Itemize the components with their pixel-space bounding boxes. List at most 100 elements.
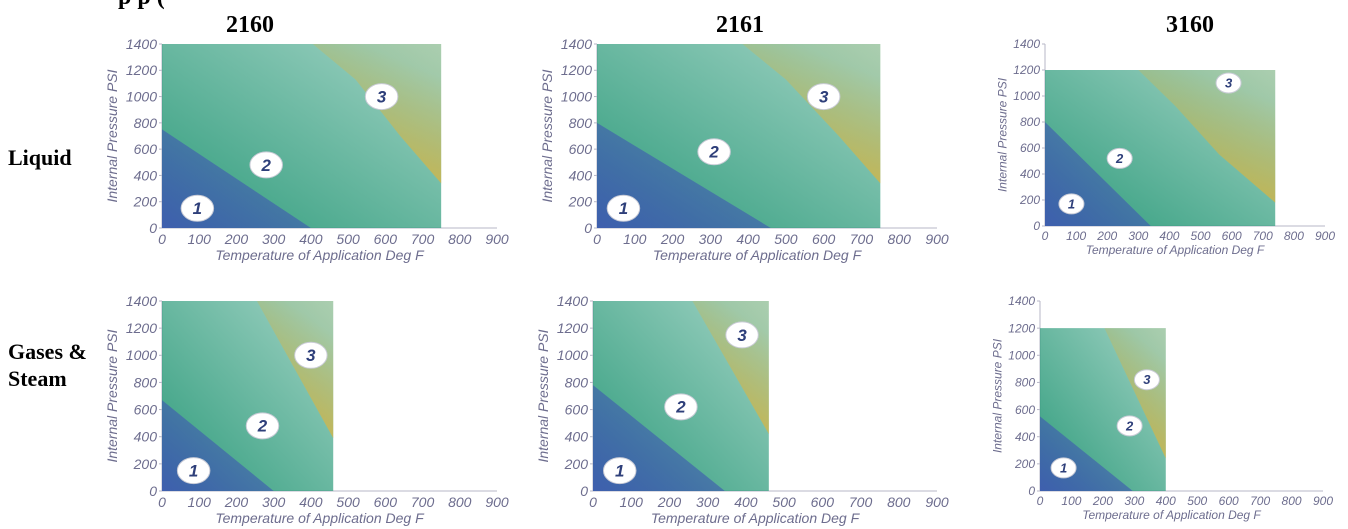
zone-1-badge [1050, 457, 1077, 479]
y-axis-label: Internal Pressure PSI [991, 338, 1005, 453]
zone-1-badge [606, 194, 641, 222]
chart-2161-liquid: 0 100 200 300 400 500 600 700 800 900 0 200 400 600 80… [539, 36, 949, 263]
x-tick-label: 0 [158, 231, 166, 247]
x-tick-label: 500 [336, 231, 360, 247]
page-title-fragment: p p ( [118, 0, 165, 11]
x-tick-label: 0 [593, 231, 601, 247]
y-tick-label: 0 [584, 220, 592, 236]
y-tick-label: 0 [149, 220, 157, 236]
x-tick-label: 100 [1061, 494, 1081, 508]
y-tick-label: 200 [1014, 457, 1035, 471]
y-tick-label: 200 [1019, 193, 1040, 207]
zone-3-badge-label: 3 [1143, 372, 1151, 387]
zone-2-badge [1106, 147, 1133, 169]
y-tick-label: 1400 [126, 293, 157, 309]
x-axis-label: Temperature of Application Deg F [215, 247, 425, 263]
x-tick-label: 600 [811, 494, 835, 510]
x-tick-label: 200 [660, 231, 685, 247]
y-tick-label: 800 [134, 115, 158, 131]
y-tick-label: 1000 [557, 347, 588, 363]
zone-1-badge-label: 1 [189, 461, 198, 480]
y-tick-label: 600 [565, 401, 589, 417]
y-tick-label: 1000 [1013, 89, 1040, 103]
zone-2-badge-label: 2 [1115, 151, 1124, 166]
y-tick-label: 400 [1015, 430, 1035, 444]
x-tick-label: 700 [411, 231, 435, 247]
y-tick-label: 600 [1015, 403, 1035, 417]
x-axis-label: Temperature of Application Deg F [215, 510, 425, 526]
y-tick-label: 1400 [561, 36, 592, 52]
y-tick-label: 600 [134, 141, 158, 157]
x-tick-label: 700 [411, 494, 435, 510]
x-tick-label: 900 [485, 494, 509, 510]
y-tick-label: 1200 [557, 320, 588, 336]
y-tick-label: 1200 [561, 62, 592, 78]
x-tick-label: 700 [850, 231, 874, 247]
x-tick-label: 800 [887, 494, 911, 510]
zone-3-badge [364, 83, 399, 111]
x-tick-label: 300 [262, 231, 286, 247]
x-tick-label: 200 [224, 494, 249, 510]
x-tick-label: 700 [1253, 229, 1273, 243]
y-tick-label: 0 [1033, 219, 1040, 233]
zone-2-badge [245, 412, 280, 440]
chart-2160-gases-steam: 0 100 200 300 400 500 600 700 800 900 0 200 400 600 80… [104, 293, 509, 526]
x-tick-label: 500 [336, 494, 360, 510]
zone-1-badge [176, 457, 211, 485]
x-axis-label: Temperature of Application Deg F [1082, 508, 1261, 522]
zone-2-badge [1116, 415, 1143, 437]
y-tick-label: 800 [1020, 115, 1040, 129]
x-tick-label: 100 [1066, 229, 1086, 243]
y-tick-label: 1200 [1013, 63, 1040, 77]
zone-2-badge-label: 2 [257, 417, 268, 436]
y-tick-label: 1400 [126, 36, 157, 52]
x-tick-label: 300 [699, 231, 723, 247]
row-label-gases-steam: Gases & Steam [8, 339, 87, 391]
y-tick-label: 600 [134, 401, 158, 417]
chart-3160-gases-steam: 0 100 200 300 400 500 600 700 800 900 0 200 400 600 80… [991, 294, 1334, 522]
y-tick-label: 400 [134, 167, 158, 183]
x-tick-label: 600 [374, 231, 398, 247]
x-tick-label: 300 [262, 494, 286, 510]
x-tick-label: 800 [448, 494, 472, 510]
x-tick-label: 900 [1313, 494, 1333, 508]
y-tick-label: 1200 [1008, 321, 1035, 335]
x-tick-label: 100 [623, 231, 647, 247]
chart-2160-liquid: 0 100 200 300 400 500 600 700 800 900 0 200 400 600 80… [104, 36, 509, 263]
column-title-3160: 3160 [1166, 12, 1214, 38]
y-tick-label: 400 [569, 167, 593, 183]
zone-3-area [312, 44, 442, 184]
x-tick-label: 100 [188, 494, 212, 510]
y-axis-label: Internal Pressure PSI [535, 329, 551, 462]
y-tick-label: 1200 [126, 320, 157, 336]
zone-3-badge [1215, 72, 1242, 94]
y-axis-label: Internal Pressure PSI [996, 77, 1010, 192]
x-tick-label: 200 [1096, 229, 1117, 243]
y-tick-label: 600 [1020, 141, 1040, 155]
zone-3-area [1138, 70, 1276, 203]
y-tick-label: 800 [565, 374, 589, 390]
x-tick-label: 600 [1219, 494, 1239, 508]
x-tick-label: 500 [772, 494, 796, 510]
zone-3-area [742, 44, 881, 184]
x-tick-label: 500 [1187, 494, 1207, 508]
zone-1-badge-label: 1 [193, 199, 202, 218]
x-tick-label: 0 [1042, 229, 1049, 243]
zone-3-badge [294, 341, 328, 369]
x-tick-label: 800 [1284, 229, 1304, 243]
row-label-liquid: Liquid [8, 145, 72, 170]
zone-2-badge [697, 138, 731, 166]
y-tick-label: 1000 [561, 88, 592, 104]
x-tick-label: 600 [374, 494, 398, 510]
x-tick-label: 400 [299, 231, 323, 247]
zone-3-badge [1133, 369, 1160, 391]
y-tick-label: 800 [569, 115, 593, 131]
x-axis-label: Temperature of Application Deg F [651, 510, 861, 526]
x-tick-label: 900 [1315, 229, 1335, 243]
x-tick-label: 300 [696, 494, 720, 510]
x-tick-label: 200 [657, 494, 682, 510]
y-tick-label: 800 [134, 374, 158, 390]
y-tick-label: 200 [564, 456, 589, 472]
chart-3160-liquid: 0 100 200 300 400 500 600 700 800 900 0 200 400 600 80… [996, 37, 1336, 257]
zone-1-badge-label: 1 [615, 461, 624, 480]
